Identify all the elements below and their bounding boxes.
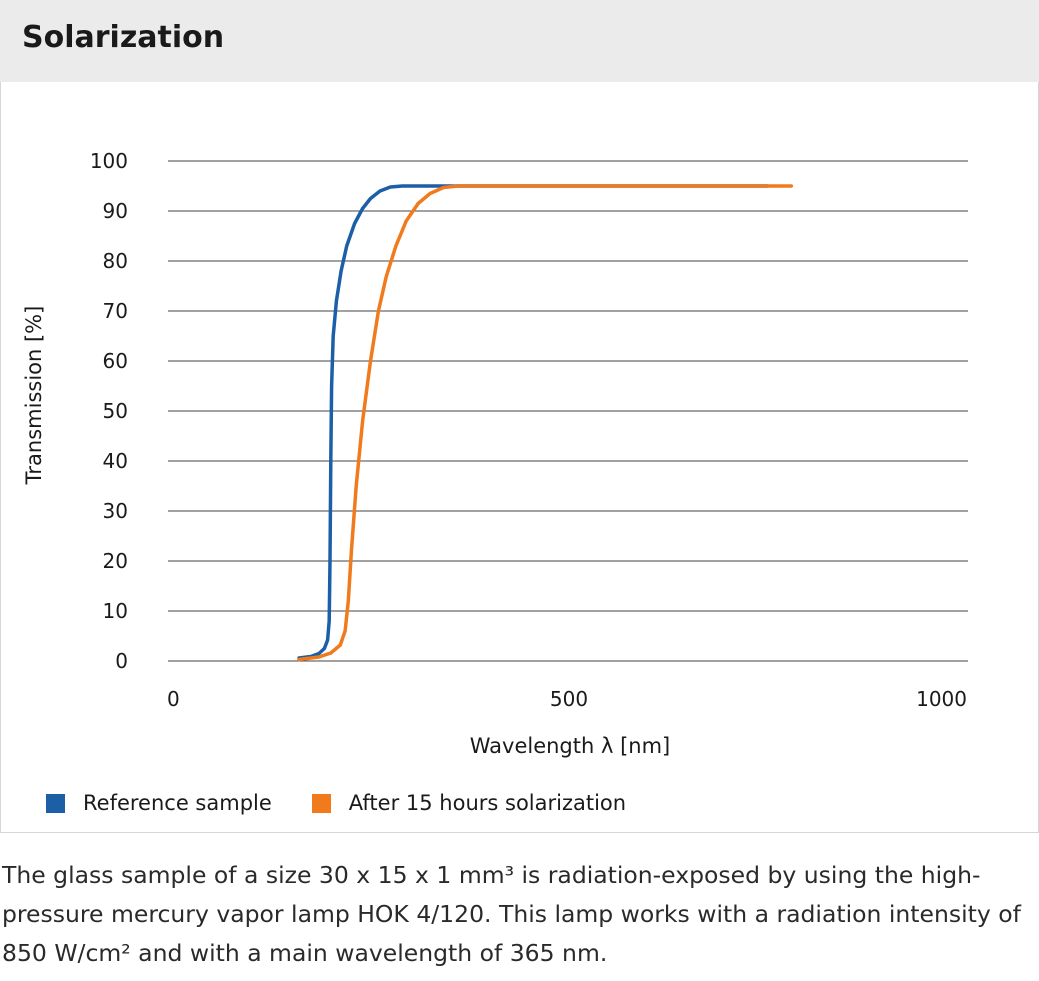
y-axis-ticks: 0 10 20 30 40 50 60 70 80 90 100 (90, 149, 128, 673)
legend-item-solarized: After 15 hours solarization (311, 791, 627, 815)
y-tick-label-80: 80 (103, 249, 128, 273)
legend-label-reference: Reference sample (83, 791, 272, 815)
y-tick-label-30: 30 (103, 499, 128, 523)
y-tick-label-50: 50 (103, 399, 128, 423)
gridlines (168, 160, 968, 662)
x-tick-label-500: 500 (550, 687, 588, 711)
legend-item-reference: Reference sample (46, 791, 272, 815)
legend: Reference sample After 15 hours solariza… (46, 790, 666, 816)
card-header: Solarization (0, 0, 1039, 82)
y-tick-label-100: 100 (90, 149, 128, 173)
y-tick-label-10: 10 (103, 599, 128, 623)
y-tick-label-90: 90 (103, 199, 128, 223)
y-tick-label-0: 0 (115, 649, 128, 673)
chart-card (0, 82, 1039, 833)
y-tick-label-20: 20 (103, 549, 128, 573)
y-axis-label: Transmission [%] (22, 306, 46, 486)
chart-title: Solarization (22, 20, 225, 55)
chart-caption: The glass sample of a size 30 x 15 x 1 m… (2, 861, 1021, 967)
series-line-0 (297, 184, 770, 660)
legend-label-solarized: After 15 hours solarization (348, 791, 627, 815)
x-tick-label-0: 0 (167, 687, 180, 711)
x-axis-ticks: 0 500 1000 (167, 687, 967, 711)
y-tick-label-40: 40 (103, 449, 128, 473)
x-axis-label: Wavelength λ [nm] (470, 734, 671, 758)
transmission-chart: 0 10 20 30 40 50 60 70 80 90 100 0 500 1000 Waveleng… (22, 149, 968, 758)
legend-swatch-reference (46, 793, 65, 813)
legend-swatch-solarized (311, 793, 331, 813)
y-tick-label-70: 70 (103, 299, 128, 323)
y-tick-label-60: 60 (103, 349, 128, 373)
series-lines (297, 184, 794, 662)
x-tick-label-1000: 1000 (916, 687, 967, 711)
series-line-1 (297, 184, 794, 662)
